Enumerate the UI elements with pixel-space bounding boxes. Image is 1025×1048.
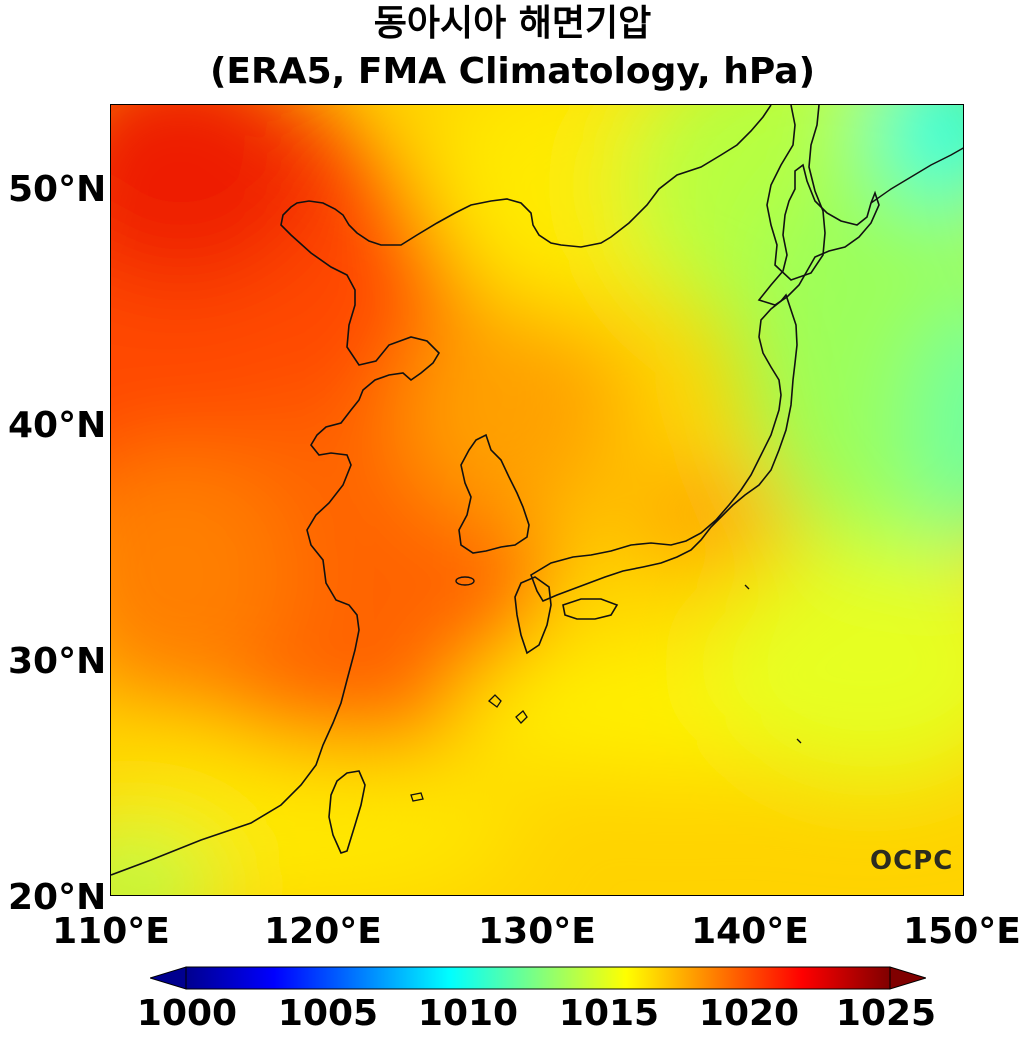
coastline-shikoku (562, 598, 619, 620)
ocpc-logo: OCPC (870, 846, 954, 876)
map-subtitle: (ERA5, FMA Climatology, hPa) (209, 51, 816, 92)
lat-tick-30n: 30°N (8, 641, 107, 682)
lat-tick-20n: 20°N (8, 877, 107, 918)
colorbar-extend-low (150, 966, 187, 990)
coastline-korea (458, 433, 530, 554)
lon-tick-110e: 110°E (52, 911, 170, 952)
coastline-sakhalin (766, 105, 826, 281)
colorbar-tick-1015: 1015 (558, 993, 660, 1034)
coastline-honshu (530, 293, 798, 603)
colorbar-tick-1005: 1005 (277, 993, 379, 1034)
pressure-field (111, 105, 963, 895)
coastline-kyushu (514, 576, 552, 655)
colorbar-gradient (185, 966, 891, 990)
lon-tick-130e: 130°E (478, 911, 596, 952)
coastline-kuril (870, 147, 963, 204)
lon-tick-150e: 150°E (903, 911, 1021, 952)
map-panel (110, 104, 964, 896)
lon-tick-140e: 140°E (691, 911, 809, 952)
coastline-hokkaido (757, 163, 880, 306)
colorbar-tick-1025: 1025 (835, 993, 937, 1034)
lat-tick-50n: 50°N (8, 169, 107, 210)
map-title: 동아시아 해면기압 (373, 3, 652, 44)
lon-tick-120e: 120°E (264, 911, 382, 952)
lat-tick-40n: 40°N (8, 405, 107, 446)
coastline-jeju (455, 576, 475, 586)
colorbar-extend-high (889, 966, 926, 990)
colorbar-tick-1020: 1020 (698, 993, 800, 1034)
colorbar-tick-1010: 1010 (417, 993, 519, 1034)
colorbar (150, 966, 926, 990)
coastline-mainland (111, 105, 772, 876)
coastline-taiwan (328, 770, 366, 854)
colorbar-tick-1000: 1000 (136, 993, 238, 1034)
